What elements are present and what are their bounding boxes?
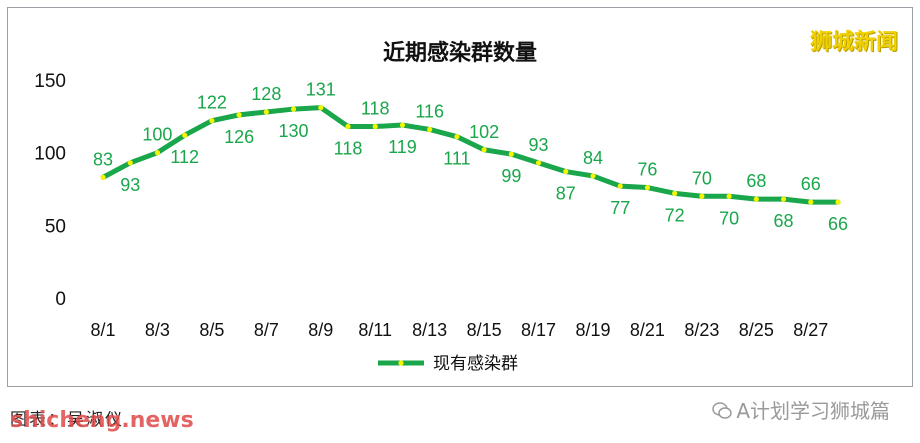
data-point bbox=[454, 134, 460, 140]
data-label: 93 bbox=[529, 135, 549, 155]
data-label: 118 bbox=[334, 139, 363, 159]
data-label: 119 bbox=[388, 137, 417, 157]
brand-watermark-top: 狮城新闻 bbox=[809, 30, 898, 55]
x-tick-label: 8/25 bbox=[739, 320, 774, 340]
data-point bbox=[182, 132, 188, 138]
wechat-account-label: A计划学习狮城篇 bbox=[736, 399, 890, 423]
y-axis: 0 50 100 150 bbox=[34, 71, 66, 310]
legend: 现有感染群 bbox=[378, 354, 518, 374]
data-label: 76 bbox=[637, 160, 657, 180]
data-point bbox=[780, 196, 787, 202]
data-point bbox=[535, 160, 542, 166]
data-point bbox=[345, 123, 351, 130]
data-label: 77 bbox=[610, 198, 630, 218]
data-label: 126 bbox=[224, 127, 254, 147]
x-tick-label: 8/1 bbox=[90, 320, 115, 340]
data-point bbox=[590, 173, 596, 179]
data-label: 116 bbox=[415, 101, 444, 121]
chart-title: 近期感染群数量 bbox=[383, 40, 537, 66]
data-point bbox=[563, 168, 569, 175]
y-tick-label: 100 bbox=[34, 144, 66, 165]
data-label: 122 bbox=[197, 93, 227, 113]
x-tick-label: 8/11 bbox=[358, 320, 392, 340]
x-tick-label: 8/21 bbox=[630, 320, 665, 340]
x-tick-label: 8/15 bbox=[467, 320, 502, 340]
data-label: 128 bbox=[251, 84, 281, 104]
data-point bbox=[154, 150, 161, 156]
data-point bbox=[617, 183, 623, 189]
y-tick-label: 0 bbox=[55, 289, 66, 310]
x-axis: 8/1 8/3 8/5 8/7 8/9 8/11 8/13 8/15 8/17 8/19 8/21 8… bbox=[90, 320, 828, 340]
data-label: 118 bbox=[361, 99, 390, 119]
data-label: 83 bbox=[93, 149, 113, 169]
data-point bbox=[399, 122, 406, 128]
data-point bbox=[481, 147, 487, 153]
data-label: 66 bbox=[828, 214, 848, 234]
data-point bbox=[209, 118, 215, 124]
data-point bbox=[263, 109, 269, 115]
data-point bbox=[318, 105, 324, 111]
data-label: 131 bbox=[306, 80, 336, 100]
data-label: 93 bbox=[120, 175, 140, 195]
data-label: 84 bbox=[583, 148, 603, 168]
data-label: 70 bbox=[719, 208, 739, 228]
legend-label: 现有感染群 bbox=[433, 354, 518, 374]
data-point bbox=[100, 174, 106, 180]
data-point bbox=[672, 190, 678, 196]
wechat-icon bbox=[712, 402, 733, 419]
chart-caption: 图表：吴淑仪 bbox=[10, 410, 124, 430]
x-tick-label: 8/5 bbox=[199, 320, 224, 340]
data-label: 111 bbox=[443, 149, 470, 169]
data-label: 99 bbox=[501, 166, 521, 186]
data-label: 112 bbox=[170, 147, 199, 167]
data-point bbox=[699, 193, 705, 199]
data-label: 100 bbox=[142, 125, 172, 145]
x-tick-label: 8/7 bbox=[254, 320, 279, 340]
x-tick-label: 8/17 bbox=[521, 320, 556, 340]
data-point bbox=[290, 106, 297, 112]
x-tick-label: 8/3 bbox=[145, 320, 170, 340]
data-point bbox=[835, 199, 841, 205]
site-watermark: shicheng.news bbox=[10, 408, 194, 433]
chart-frame: 近期感染群数量 0 50 100 150 8/1 8/3 8/5 8/7 8/9 8/11 8/1… bbox=[7, 7, 913, 387]
legend-swatch-marker bbox=[398, 360, 404, 366]
data-label: 66 bbox=[801, 174, 821, 194]
x-tick-label: 8/9 bbox=[308, 320, 333, 340]
y-tick-label: 150 bbox=[34, 71, 66, 92]
data-label: 72 bbox=[665, 205, 685, 225]
wechat-watermark: A计划学习狮城篇 bbox=[712, 395, 890, 424]
x-tick-label: 8/13 bbox=[412, 320, 447, 340]
data-label: 130 bbox=[279, 121, 309, 141]
data-point bbox=[127, 160, 133, 166]
data-label: 68 bbox=[774, 211, 794, 231]
data-point bbox=[644, 184, 651, 191]
data-label: 68 bbox=[746, 171, 766, 191]
x-tick-label: 8/19 bbox=[575, 320, 610, 340]
data-point bbox=[508, 151, 514, 157]
x-tick-label: 8/23 bbox=[684, 320, 719, 340]
data-point bbox=[753, 196, 759, 202]
data-label: 87 bbox=[556, 184, 576, 204]
data-point bbox=[372, 123, 378, 130]
data-point bbox=[236, 112, 242, 118]
x-tick-label: 8/27 bbox=[793, 320, 828, 340]
data-label: 70 bbox=[692, 168, 712, 188]
data-label: 102 bbox=[469, 122, 499, 142]
y-tick-label: 50 bbox=[45, 216, 66, 237]
series-line bbox=[100, 105, 841, 205]
data-point bbox=[808, 199, 814, 205]
data-point bbox=[427, 126, 433, 133]
data-point bbox=[726, 193, 732, 199]
